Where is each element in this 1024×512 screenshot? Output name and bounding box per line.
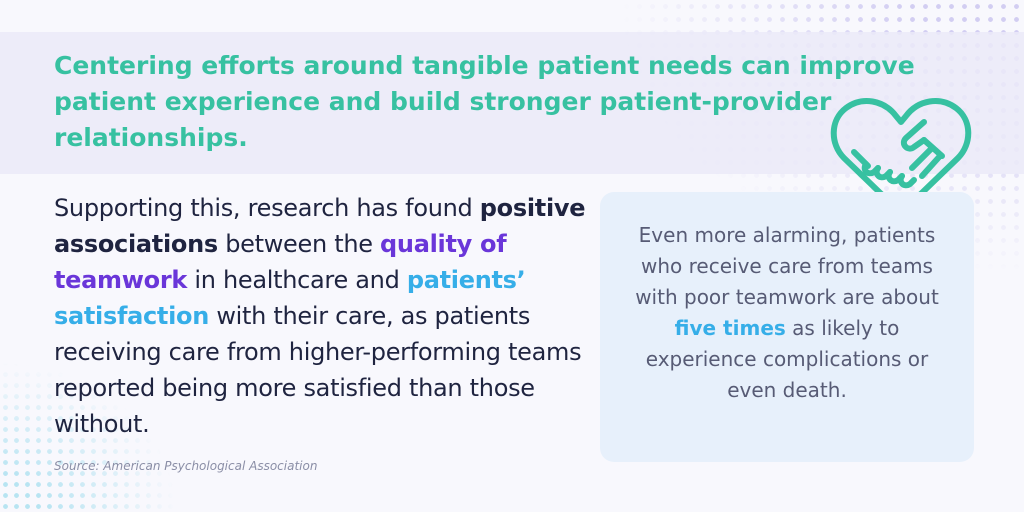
patients-satisfaction-highlight: patients’ satisfaction [54, 266, 526, 330]
source-citation: Source: American Psychological Associati… [54, 459, 318, 473]
rest-text: with their care, as patients receiving c… [54, 302, 582, 438]
headline: Centering efforts around tangible patien… [54, 51, 915, 152]
intro-text: Supporting this, research has found [54, 194, 480, 222]
in-healthcare-text: in healthcare and [187, 266, 407, 294]
five-times-highlight: five times [674, 316, 786, 340]
card-text-after: as likely to experience complications or… [645, 316, 929, 402]
card-text-before: Even more alarming, patients who receive… [635, 223, 939, 309]
stat-card-text: Even more alarming, patients who receive… [620, 220, 954, 406]
research-paragraph: Supporting this, research has found posi… [54, 190, 614, 442]
between-text: between the [217, 230, 381, 258]
quality-of-teamwork-highlight: quality of teamwork [54, 230, 507, 294]
heart-handshake-icon [830, 98, 972, 216]
positive-associations-highlight: positive associations [54, 194, 586, 258]
stat-card [600, 192, 974, 462]
